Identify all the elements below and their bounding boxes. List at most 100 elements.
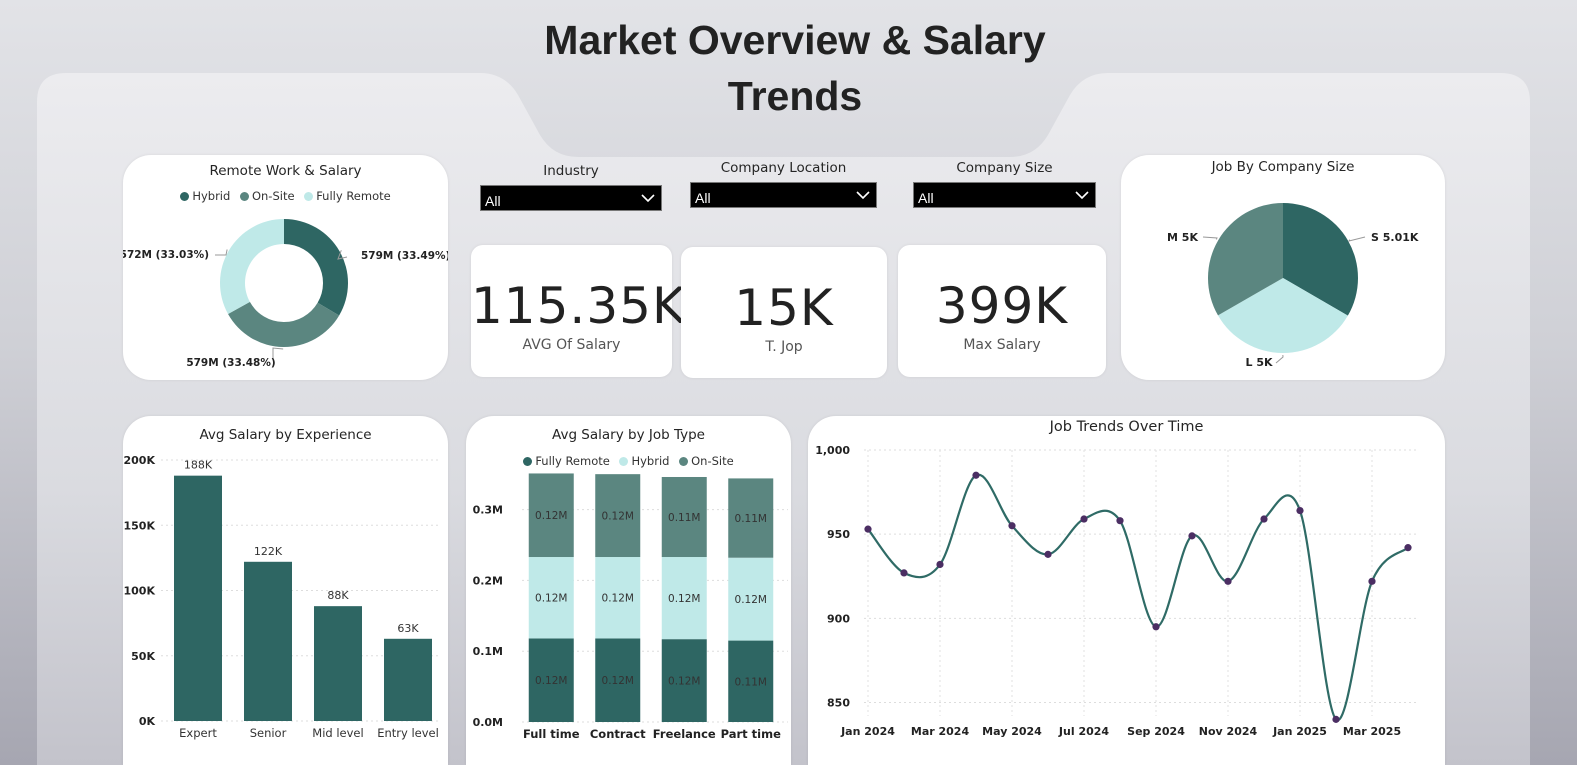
trend-point-2024-09[interactable] [1152, 623, 1160, 631]
trend-point-2024-02[interactable] [900, 569, 908, 577]
avg-salary-experience-card: Avg Salary by Experience 0K 50K 100K 150K 20… [123, 416, 448, 765]
legend-item-hybrid[interactable]: Hybrid [619, 454, 669, 468]
x-tick-label: Jan 2024 [840, 725, 895, 738]
company-size-slicer-label: Company Size [956, 160, 1053, 176]
donut-data-label: 579M (33.48%) [186, 357, 275, 369]
x-tick-label: Freelance [653, 727, 716, 741]
segment-data-label: 0.12M [535, 675, 567, 687]
bar-data-label: 63K [397, 622, 419, 635]
segment-fully-remote-contract[interactable] [595, 638, 641, 722]
trend-point-2024-05[interactable] [1008, 522, 1016, 530]
legend-item-hybrid[interactable]: Hybrid [180, 189, 230, 203]
segment-hybrid-part-time[interactable] [728, 557, 774, 641]
segment-on-site-full-time[interactable] [528, 473, 574, 558]
industry-dropdown-value: All [485, 193, 501, 209]
trend-point-2024-08[interactable] [1116, 517, 1124, 525]
bar-data-label: 88K [327, 589, 349, 602]
legend-item-on-site[interactable]: On-Site [679, 454, 734, 468]
segment-data-label: 0.12M [602, 675, 634, 687]
segment-fully-remote-freelance[interactable] [661, 639, 707, 722]
industry-slicer-label: Industry [543, 163, 599, 179]
x-tick-label: Senior [250, 726, 287, 740]
remote-work-salary-title: Remote Work & Salary [209, 163, 362, 179]
total-jobs-kpi-card: 15K T. Jop [681, 247, 887, 378]
segment-data-label: 0.12M [535, 593, 567, 605]
donut-slice-fully-remote[interactable] [220, 219, 284, 315]
trend-point-2025-02[interactable] [1332, 715, 1340, 723]
company-size-slicer: Company Size All [913, 160, 1096, 208]
trend-point-2025-03[interactable] [1368, 577, 1376, 585]
segment-hybrid-full-time[interactable] [528, 557, 574, 639]
segment-on-site-part-time[interactable] [728, 478, 774, 558]
pie-slice-l[interactable] [1217, 278, 1348, 353]
bar-expert[interactable] [174, 475, 222, 721]
bar-entry-level[interactable] [384, 638, 432, 721]
leader-line [272, 347, 284, 360]
leader-line [1202, 236, 1218, 240]
bar-data-label: 188K [184, 459, 213, 472]
segment-data-label: 0.12M [535, 510, 567, 522]
segment-data-label: 0.12M [735, 594, 767, 606]
y-tick-label: 0.1M [473, 645, 503, 658]
segment-data-label: 0.12M [668, 593, 700, 605]
company-size-dropdown[interactable]: All [913, 182, 1096, 208]
x-tick-label: Contract [590, 727, 646, 741]
trend-point-2024-06[interactable] [1044, 550, 1052, 558]
bar-senior[interactable] [244, 561, 292, 721]
y-tick-label: 200K [124, 454, 156, 467]
trend-point-2024-07[interactable] [1080, 515, 1088, 523]
donut-slice-on-site[interactable] [228, 301, 340, 347]
donut-data-label: 579M (33.49%) [361, 250, 448, 262]
total-jobs-kpi-value: 15K [734, 279, 834, 337]
trend-point-2024-12[interactable] [1260, 515, 1268, 523]
chevron-down-icon [641, 194, 655, 203]
x-tick-label: May 2024 [982, 725, 1042, 738]
legend-item-on-site[interactable]: On-Site [239, 189, 295, 203]
segment-on-site-contract[interactable] [595, 474, 641, 558]
y-tick-label: 150K [124, 519, 156, 532]
segment-fully-remote-part-time[interactable] [728, 640, 774, 722]
pie-slice-m[interactable] [1208, 203, 1283, 316]
trend-point-2024-01[interactable] [864, 525, 872, 533]
trend-point-2025-01[interactable] [1296, 507, 1304, 515]
x-tick-label: Full time [523, 727, 580, 741]
company-location-dropdown[interactable]: All [690, 182, 877, 208]
trend-point-2024-04[interactable] [972, 471, 980, 479]
x-tick-label: Mar 2025 [1343, 725, 1401, 738]
bar-mid-level[interactable] [314, 606, 362, 721]
trend-point-2024-10[interactable] [1188, 532, 1196, 540]
pie-data-label: M 5K [1167, 231, 1198, 244]
legend-item-fully-remote[interactable]: Fully Remote [523, 454, 610, 468]
segment-fully-remote-full-time[interactable] [528, 638, 574, 722]
legend-item-fully-remote[interactable]: Fully Remote [304, 189, 391, 203]
segment-on-site-freelance[interactable] [661, 476, 707, 558]
donut-slice-hybrid[interactable] [284, 219, 348, 316]
experience-bar-chart: 0K 50K 100K 150K 200K 188K Expert 122K Senior 88K… [124, 454, 441, 740]
industry-dropdown[interactable]: All [480, 185, 662, 211]
chevron-down-icon [1075, 191, 1089, 200]
legend-label: On-Site [251, 189, 295, 203]
trend-line[interactable] [867, 473, 1409, 722]
avg-salary-kpi-card: 115.35K AVG Of Salary [471, 245, 685, 377]
industry-slicer: Industry All [480, 163, 662, 211]
company-size-dropdown-value: All [918, 190, 934, 206]
x-tick-label: Sep 2024 [1127, 725, 1185, 738]
y-tick-label: 50K [131, 650, 155, 663]
trend-point-2024-11[interactable] [1224, 577, 1232, 585]
x-tick-label: Entry level [377, 726, 439, 740]
job-trends-line-chart: 850 900 950 1,000 Jan 2024 Mar 2024 May 2024 Ju… [815, 444, 1418, 738]
segment-data-label: 0.11M [735, 513, 767, 525]
legend-label: On-Site [691, 454, 734, 468]
trend-point-2025-04[interactable] [1404, 544, 1412, 552]
x-tick-label: Jan 2025 [1272, 725, 1327, 738]
y-tick-label: 0.3M [473, 504, 503, 517]
segment-hybrid-contract[interactable] [595, 557, 641, 639]
trend-point-2024-03[interactable] [936, 560, 944, 569]
leader-line [1275, 354, 1284, 364]
remote-work-salary-card: Remote Work & Salary Hybrid On-Site Full… [123, 155, 448, 380]
company-location-slicer-label: Company Location [720, 160, 847, 176]
segment-hybrid-freelance[interactable] [661, 557, 707, 640]
pie-slice-s[interactable] [1283, 203, 1358, 316]
y-tick-label: 0.0M [473, 716, 503, 729]
y-tick-label: 0K [139, 715, 156, 728]
